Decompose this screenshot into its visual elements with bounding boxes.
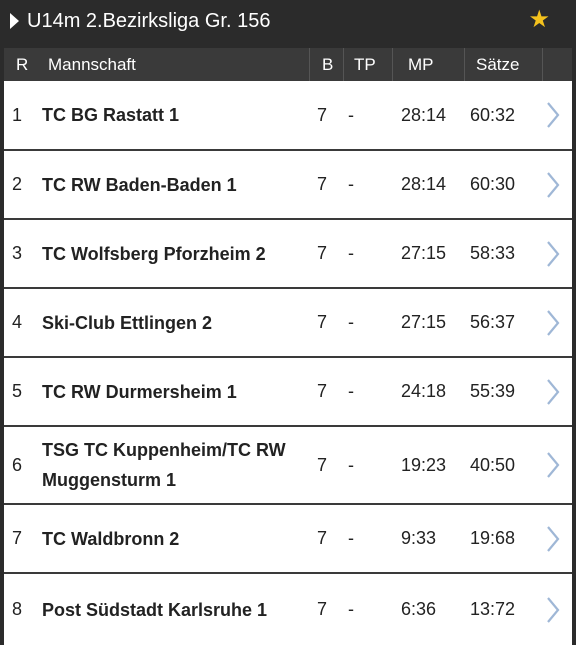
column-header-saetze: Sätze [476,55,520,74]
table-row[interactable]: 5 TC RW Durmersheim 1 7 - 24:18 55:39 [4,358,572,427]
chevron-right-icon[interactable] [544,151,562,218]
row-tp: - [348,174,354,194]
row-saetze: 55:39 [470,381,516,401]
triangle-right-icon[interactable] [10,13,19,29]
column-divider [392,48,393,81]
row-mp: 6:36 [401,599,437,619]
chevron-right-icon[interactable] [544,427,562,503]
column-header-rank: R [16,55,29,74]
row-saetze: 60:32 [470,104,516,125]
table-row[interactable]: 4 Ski-Club Ettlingen 2 7 - 27:15 56:37 [4,289,572,358]
column-divider [464,48,465,81]
row-tp: - [348,454,354,475]
column-divider [309,48,310,81]
row-b: 7 [317,381,328,401]
row-team: TC RW Baden-Baden 1 [42,174,237,195]
row-b: 7 [317,454,328,475]
chevron-right-icon[interactable] [544,220,562,287]
row-mp: 27:15 [401,243,447,263]
column-header-tp: TP [354,55,376,74]
table-row[interactable]: 2 TC RW Baden-Baden 1 7 - 28:14 60:30 [4,151,572,220]
row-tp: - [348,381,354,401]
column-divider [542,48,543,81]
row-team: Post Südstadt Karlsruhe 1 [42,599,268,620]
table-row[interactable]: 1 TC BG Rastatt 1 7 - 28:14 60:32 [4,81,572,151]
row-b: 7 [317,243,328,263]
row-rank: 3 [12,243,23,263]
column-divider [343,48,344,81]
row-saetze: 13:72 [470,599,516,619]
row-mp: 19:23 [401,454,447,475]
chevron-right-icon[interactable] [544,505,562,572]
chevron-right-icon[interactable] [544,574,562,645]
row-b: 7 [317,528,328,548]
row-rank: 5 [12,381,23,401]
row-mp: 24:18 [401,381,447,401]
row-team: TSG TC Kuppenheim/TC RW Muggensturm 1 [42,440,286,490]
chevron-right-icon[interactable] [544,358,562,425]
standings-table: R Mannschaft B TP MP Sätze 1 TC BG Rasta… [4,48,572,645]
row-mp: 28:14 [401,174,447,194]
column-header-team: Mannschaft [48,55,136,74]
row-rank: 8 [12,599,23,619]
chevron-right-icon[interactable] [544,81,562,149]
row-saetze: 56:37 [470,312,516,332]
row-mp: 28:14 [401,104,447,125]
row-saetze: 58:33 [470,243,516,263]
row-mp: 9:33 [401,528,437,548]
row-team: TC BG Rastatt 1 [42,105,180,125]
row-b: 7 [317,174,328,194]
league-header[interactable]: U14m 2.Bezirksliga Gr. 156 ★ [0,0,576,42]
table-header: R Mannschaft B TP MP Sätze [4,48,572,81]
table-row[interactable]: 8 Post Südstadt Karlsruhe 1 7 - 6:36 13:… [4,574,572,645]
row-saetze: 60:30 [470,174,516,194]
league-title: U14m 2.Bezirksliga Gr. 156 [27,9,271,32]
row-rank: 1 [12,104,23,125]
table-row[interactable]: 7 TC Waldbronn 2 7 - 9:33 19:68 [4,505,572,574]
column-header-b: B [322,55,334,74]
column-header-mp: MP [408,55,434,74]
row-tp: - [348,528,354,548]
row-tp: - [348,312,354,332]
star-icon[interactable]: ★ [528,6,550,33]
row-rank: 4 [12,312,23,332]
row-team: TC Wolfsberg Pforzheim 2 [42,243,266,264]
table-row[interactable]: 3 TC Wolfsberg Pforzheim 2 7 - 27:15 58:… [4,220,572,289]
row-saetze: 40:50 [470,454,516,475]
row-mp: 27:15 [401,312,447,332]
row-rank: 7 [12,528,23,548]
row-team: Ski-Club Ettlingen 2 [42,312,213,333]
row-b: 7 [317,312,328,332]
row-rank: 6 [12,454,23,475]
row-b: 7 [317,104,328,125]
chevron-right-icon[interactable] [544,289,562,356]
row-tp: - [348,243,354,263]
row-rank: 2 [12,174,23,194]
row-saetze: 19:68 [470,528,516,548]
row-team: TC RW Durmersheim 1 [42,381,237,402]
row-tp: - [348,599,354,619]
row-b: 7 [317,599,328,619]
row-tp: - [348,104,354,125]
row-team: TC Waldbronn 2 [42,528,180,549]
table-row[interactable]: 6 TSG TC Kuppenheim/TC RW Muggensturm 1 … [4,427,572,505]
